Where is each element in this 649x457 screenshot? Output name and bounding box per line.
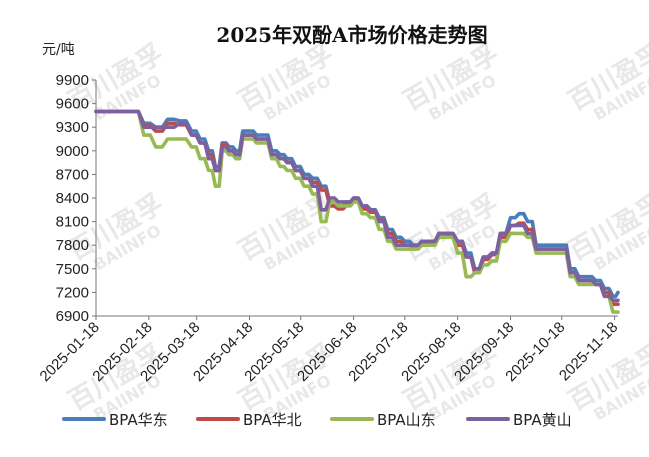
y-tick-label: 7200 bbox=[56, 284, 89, 301]
legend-label: BPA华东 bbox=[109, 411, 168, 429]
chart-title: 2025年双酚A市场价格走势图 bbox=[216, 23, 487, 47]
y-tick-label: 9000 bbox=[56, 143, 89, 160]
y-tick-label: 6900 bbox=[56, 308, 89, 325]
y-tick-label: 9600 bbox=[56, 96, 89, 113]
series-layer bbox=[94, 109, 620, 314]
y-axis-ticks: 6900 7200 7500 7800 8100 8400 8700 9000 9300 9600… bbox=[56, 72, 96, 325]
legend-label: BPA黄山 bbox=[513, 411, 572, 429]
y-axis-unit-label: 元/吨 bbox=[42, 42, 75, 58]
y-tick-label: 9300 bbox=[56, 119, 89, 136]
y-tick-label: 8100 bbox=[56, 214, 89, 231]
y-tick-label: 7800 bbox=[56, 237, 89, 254]
series-line-3 bbox=[94, 109, 620, 314]
legend-label: BPA山东 bbox=[377, 411, 436, 429]
legend-label: BPA华北 bbox=[243, 411, 302, 429]
y-tick-label: 7500 bbox=[56, 261, 89, 278]
y-tick-label: 8400 bbox=[56, 190, 89, 207]
y-tick-label: 9900 bbox=[56, 72, 89, 89]
y-tick-label: 8700 bbox=[56, 166, 89, 183]
series-line-4 bbox=[94, 109, 620, 303]
legend: BPA华东 BPA华北 BPA山东 BPA黄山 bbox=[62, 411, 572, 429]
